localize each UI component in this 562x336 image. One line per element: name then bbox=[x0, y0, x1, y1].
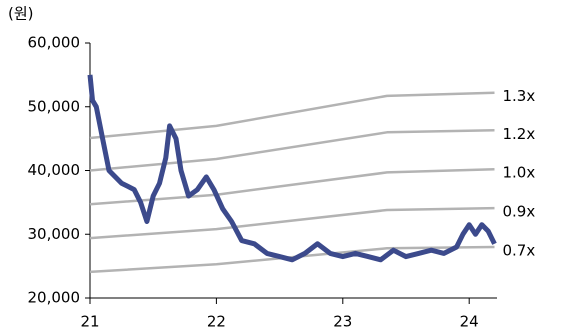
band-line bbox=[89, 206, 495, 240]
x-tick-label: 22 bbox=[207, 313, 226, 331]
band-label: 0.9x bbox=[502, 203, 535, 221]
price-line bbox=[87, 74, 497, 263]
y-tick-label: 20,000 bbox=[28, 289, 81, 307]
band-line bbox=[89, 129, 495, 172]
band-label: 1.3x bbox=[502, 87, 535, 105]
x-tick-label: 21 bbox=[80, 313, 99, 331]
band-label: 1.2x bbox=[502, 125, 535, 143]
band-label: 1.0x bbox=[502, 164, 535, 182]
y-axis-label: (원) bbox=[8, 5, 34, 23]
y-tick-label: 30,000 bbox=[28, 225, 81, 243]
band-line bbox=[89, 91, 495, 140]
y-tick-label: 50,000 bbox=[28, 97, 81, 115]
band-label: 0.7x bbox=[502, 242, 535, 260]
y-tick-label: 60,000 bbox=[28, 34, 81, 52]
x-tick-label: 24 bbox=[460, 313, 479, 331]
x-tick-label: 23 bbox=[333, 313, 352, 331]
y-tick-label: 40,000 bbox=[28, 161, 81, 179]
